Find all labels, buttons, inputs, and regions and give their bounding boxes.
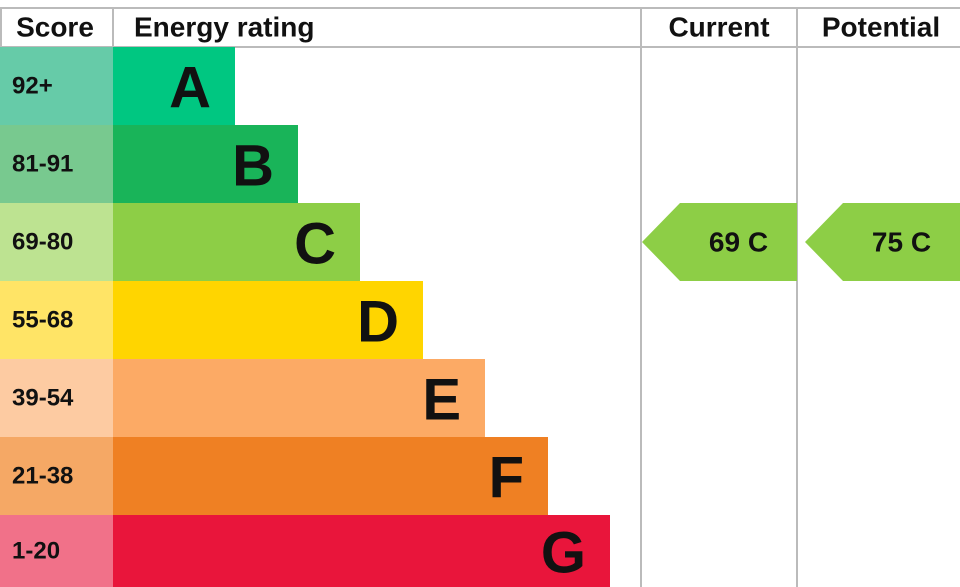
rating-bar [113, 437, 548, 515]
score-label: 55-68 [12, 307, 73, 334]
score-label: 92+ [12, 73, 53, 100]
score-cell [0, 359, 113, 437]
rating-letter: A [169, 56, 211, 121]
rating-letter: F [489, 446, 524, 511]
score-label: 81-91 [12, 151, 73, 178]
header-rating: Energy rating [134, 12, 314, 43]
rating-bar [113, 281, 423, 359]
score-cell [0, 203, 113, 281]
rating-letter: D [357, 290, 399, 355]
header-current: Current [668, 12, 769, 43]
rating-bar [113, 125, 298, 203]
score-label: 1-20 [12, 538, 60, 565]
score-cell [0, 281, 113, 359]
rating-bar [113, 515, 610, 587]
score-label: 21-38 [12, 463, 73, 490]
potential-arrow [805, 203, 960, 281]
rating-bar [113, 359, 485, 437]
current-label: 69 C [709, 227, 768, 258]
header-score: Score [16, 12, 94, 43]
potential-label: 75 C [872, 227, 931, 258]
score-cell [0, 125, 113, 203]
header-potential: Potential [822, 12, 940, 43]
rating-bar [113, 47, 235, 125]
score-label: 39-54 [12, 385, 74, 412]
rating-letter: C [294, 212, 336, 277]
score-label: 69-80 [12, 229, 73, 256]
current-arrow [642, 203, 797, 281]
rating-letter: G [541, 521, 586, 586]
rating-letter: E [422, 368, 461, 433]
rating-letter: B [232, 134, 274, 199]
rating-bar [113, 203, 360, 281]
score-cell [0, 437, 113, 515]
score-cell [0, 515, 113, 587]
score-cell [0, 47, 113, 125]
